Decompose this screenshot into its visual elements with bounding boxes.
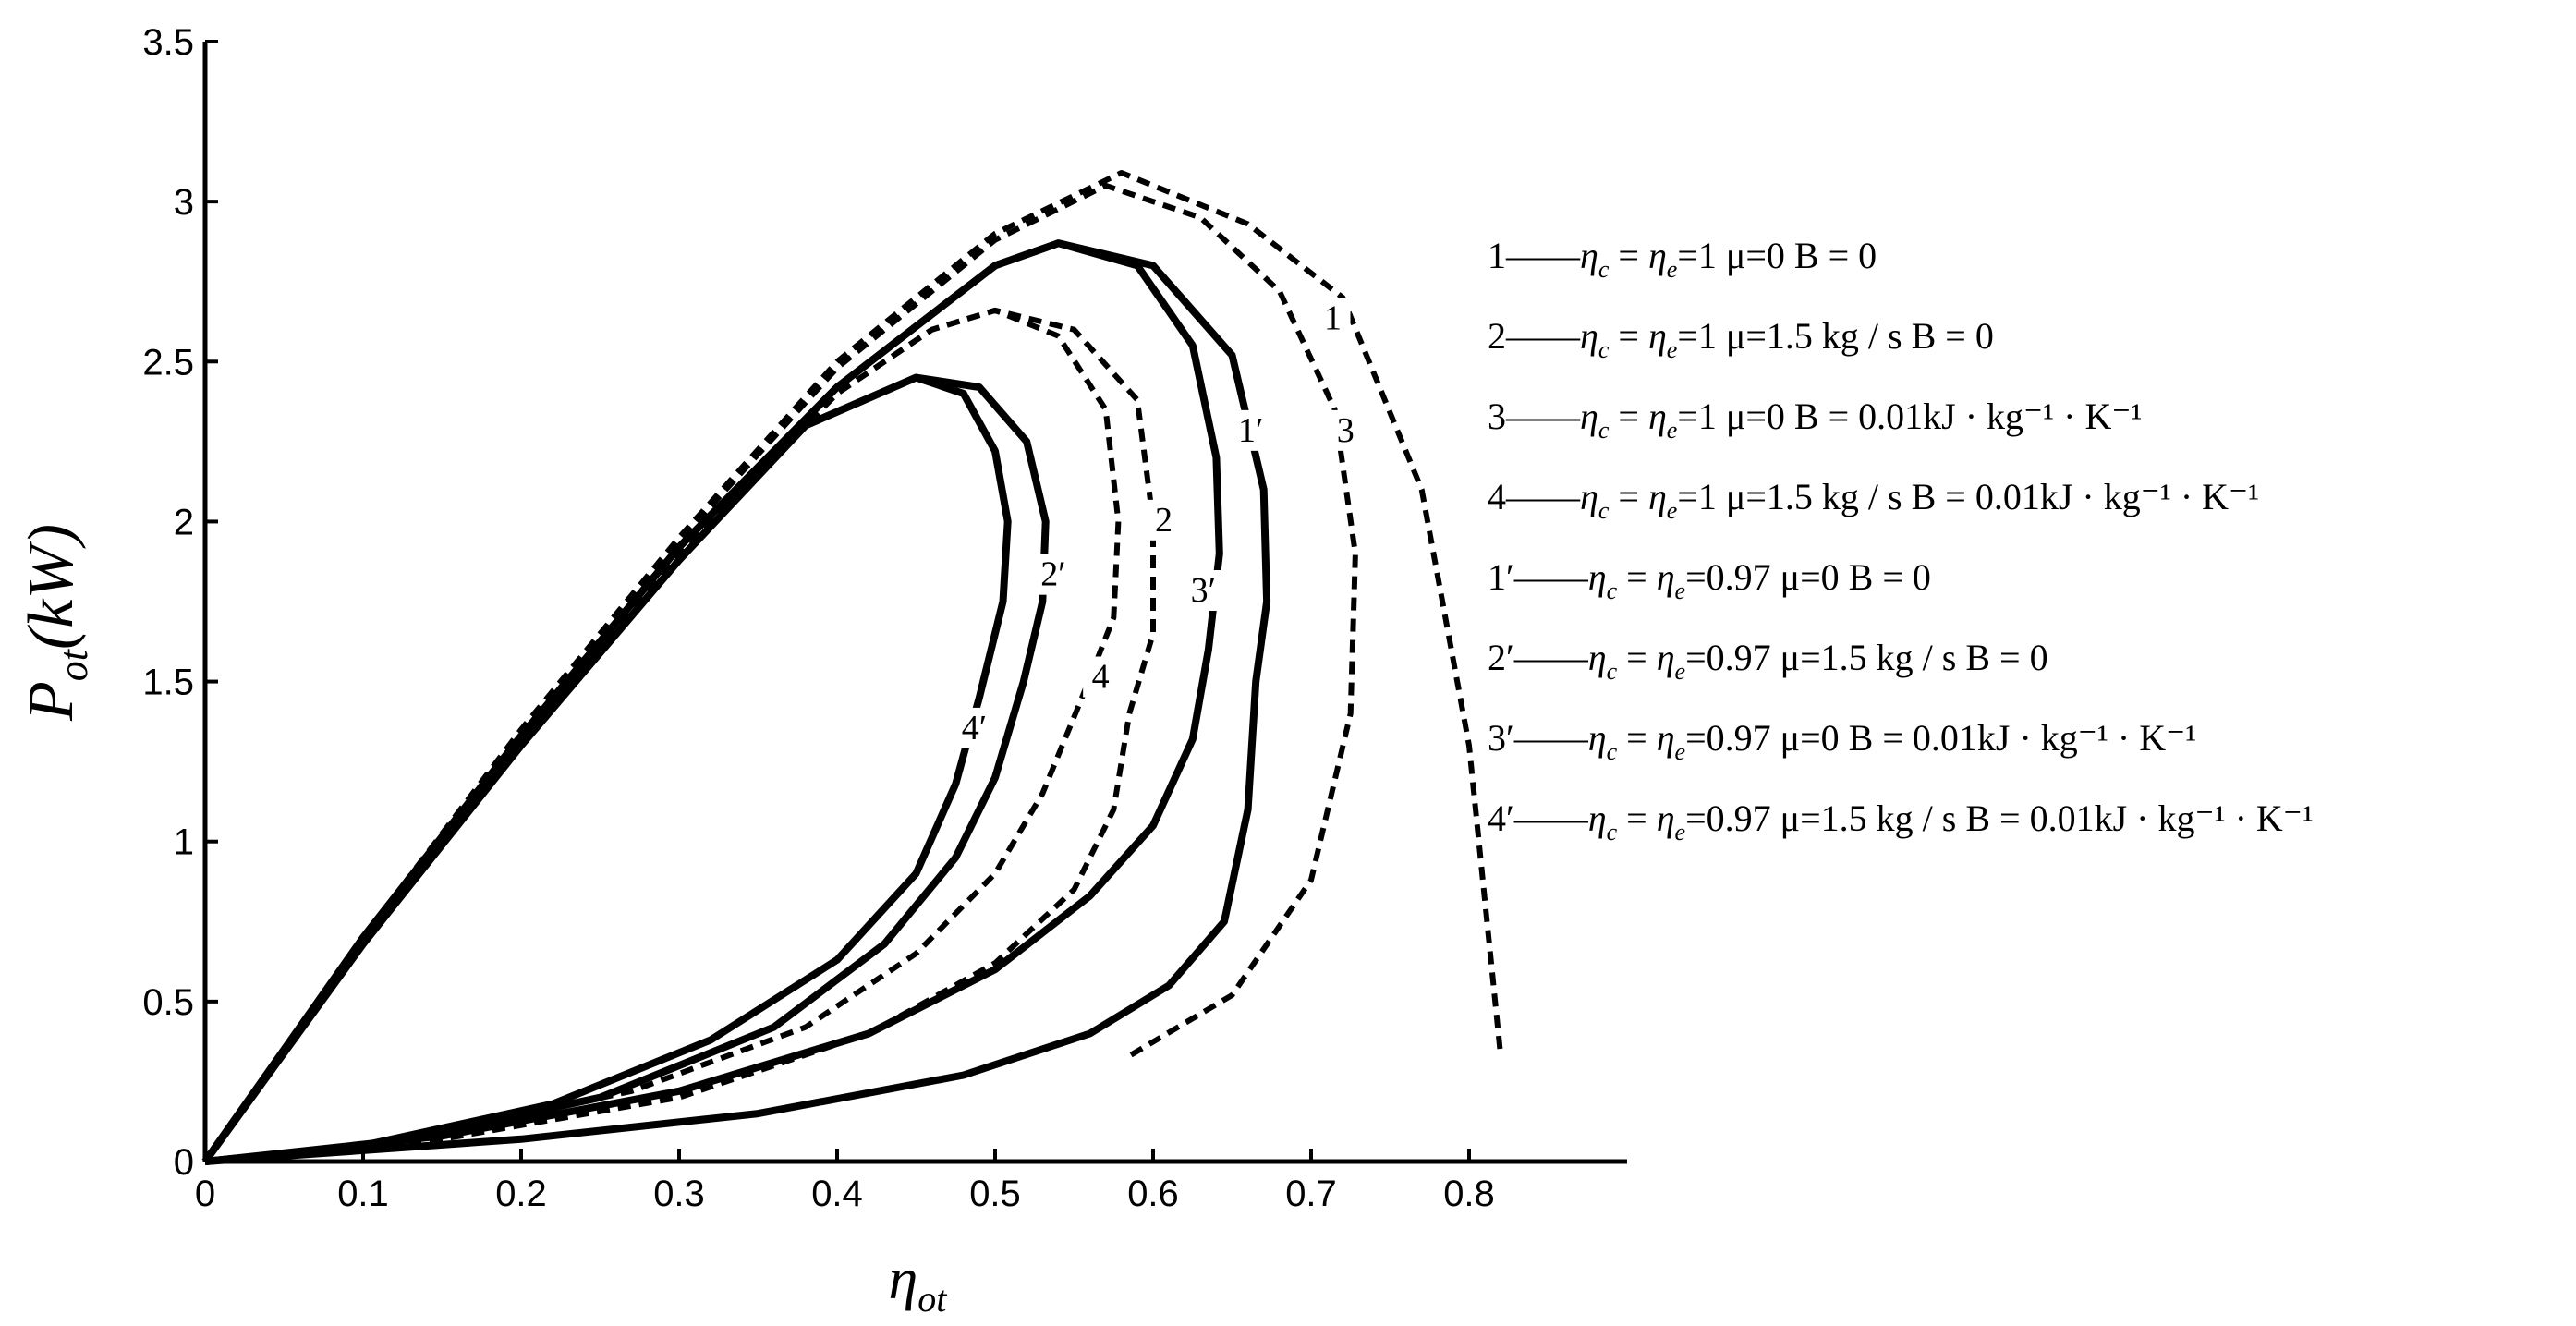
- x-tick-label: 0.6: [1127, 1174, 1179, 1214]
- y-tick-label: 1: [174, 822, 194, 863]
- curve-labels: 1 3 1′ 2 3′ 2′ 4 4′: [956, 298, 1364, 748]
- x-axis-title: ηot: [889, 1246, 948, 1320]
- y-axis-title: Pot(kW): [16, 524, 96, 722]
- legend-entry: 3——ηc = ηe=1 μ=0 B = 0.01kJ · kg⁻¹ · K⁻¹: [1488, 395, 2142, 444]
- legend-entry: 1′——ηc = ηe=0.97 μ=0 B = 0: [1488, 556, 1931, 604]
- curve-label: 2: [1155, 501, 1173, 540]
- curve-label: 1: [1324, 299, 1342, 338]
- curve-label-bg: [1035, 554, 1071, 595]
- curves: [201, 170, 1504, 1165]
- curve-label: 3: [1337, 411, 1355, 450]
- x-tick-label: 0.8: [1443, 1174, 1495, 1214]
- curve-label: 1′: [1238, 411, 1263, 450]
- legend-entry: 2——ηc = ηe=1 μ=1.5 kg / s B = 0: [1488, 315, 1994, 363]
- legend-entry: 4′——ηc = ηe=0.97 μ=1.5 kg / s B = 0.01kJ…: [1488, 797, 2314, 845]
- y-tick-label: 2.5: [142, 342, 194, 383]
- x-tick-label: 0: [195, 1174, 215, 1214]
- x-tick-label: 0.5: [969, 1174, 1021, 1214]
- series-curve-1: [202, 170, 1504, 1163]
- curve-label-bg: [1233, 409, 1269, 451]
- legend-entry: 3′——ηc = ηe=0.97 μ=0 B = 0.01kJ · kg⁻¹ ·…: [1488, 717, 2196, 765]
- y-tick-label: 1.5: [142, 663, 194, 703]
- y-tick-label: 3: [174, 182, 194, 223]
- y-tick-label: 0: [174, 1142, 194, 1183]
- y-tick-label: 0.5: [142, 982, 194, 1023]
- series-curve-4prime: [201, 373, 1012, 1165]
- curve-label: 4′: [962, 709, 987, 748]
- curve-label-bg: [1315, 298, 1351, 339]
- axes: 0 0.1 0.2 0.3 0.4 0.5 0.6 0.7 0.8 0 0.5 1 1.5 2 2.5 3 3.…: [142, 22, 1627, 1214]
- x-tick-label: 0.7: [1285, 1174, 1337, 1214]
- curve-label: 3′: [1191, 571, 1216, 610]
- y-tick-label: 3.5: [142, 22, 194, 63]
- series-curve-2prime: [201, 373, 1050, 1165]
- x-tick-label: 0.2: [495, 1174, 547, 1214]
- legend-entry: 2′——ηc = ηe=0.97 μ=1.5 kg / s B = 0: [1488, 637, 2048, 685]
- y-tick-label: 2: [174, 502, 194, 542]
- legend-entry: 1——ηc = ηe=1 μ=0 B = 0: [1488, 235, 1877, 283]
- series-curve-3prime: [201, 239, 1223, 1165]
- curve-label-bg: [1185, 570, 1221, 611]
- curve-label: 2′: [1040, 555, 1065, 594]
- axis-titles: ηot Pot(kW): [16, 524, 947, 1320]
- x-tick-label: 0.1: [337, 1174, 389, 1214]
- legend: 1——ηc = ηe=1 μ=0 B = 0 2——ηc = ηe=1 μ=1.5…: [1488, 235, 2314, 845]
- curve-label: 4: [1092, 657, 1110, 696]
- x-tick-label: 0.4: [811, 1174, 863, 1214]
- series-curve-4: [202, 307, 1122, 1164]
- curve-label-bg: [1328, 409, 1364, 451]
- curve-label-bg: [956, 707, 992, 748]
- curve-label-bg: [1146, 499, 1182, 541]
- legend-entry: 4——ηc = ηe=1 μ=1.5 kg / s B = 0.01kJ · k…: [1488, 476, 2259, 524]
- x-tick-label: 0.3: [653, 1174, 705, 1214]
- curve-label-bg: [1083, 656, 1119, 698]
